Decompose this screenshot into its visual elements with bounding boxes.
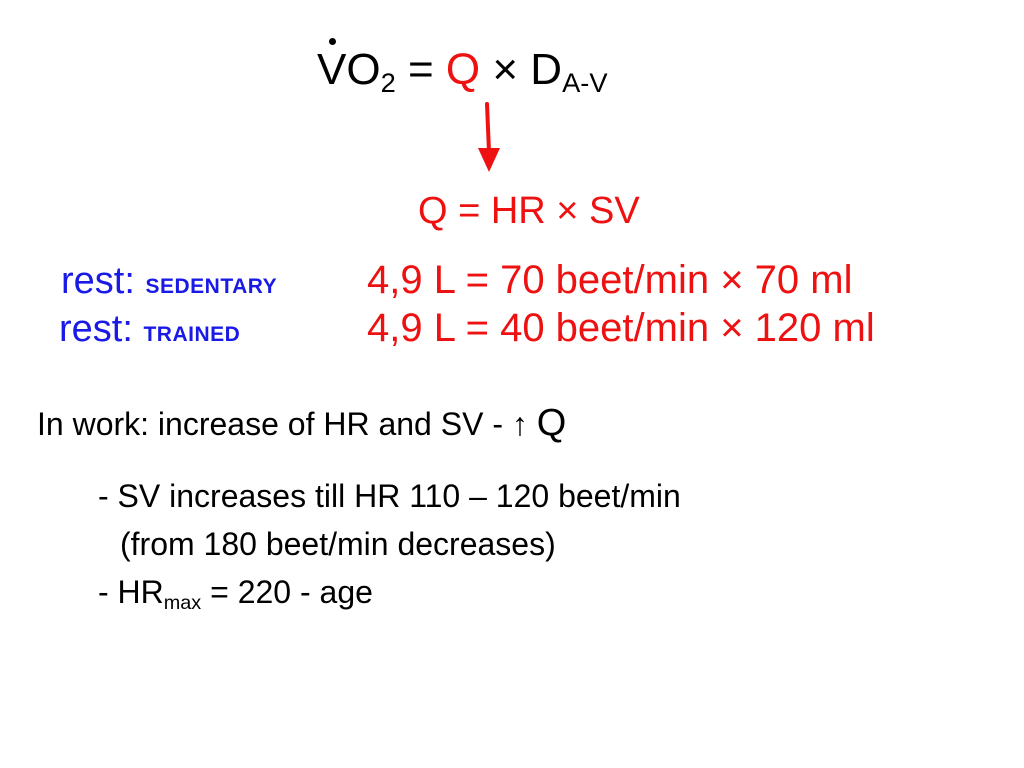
formula-sub-2: 2 (380, 66, 396, 98)
cardiac-output-equation: Q = HR × SV (418, 190, 640, 232)
rest-trained-label: rest: TRAINED (59, 308, 241, 350)
trained-equation: 4,9 L = 40 beet/min × 120 ml (367, 306, 875, 350)
bullet-sv-decrease: (from 180 beet/min decreases) (120, 526, 556, 562)
work-q: Q (536, 402, 567, 444)
formula-equals: = (395, 45, 446, 94)
dot-accent (329, 38, 337, 46)
rest-sedentary-label: rest: SEDENTARY (61, 260, 278, 302)
v-dot-symbol: V (317, 38, 346, 92)
formula-times-d: × D (480, 45, 563, 94)
formula-o: O (346, 45, 381, 94)
bullet-sv-increase: - SV increases till HR 110 – 120 beet/mi… (98, 478, 681, 514)
vo2-formula: V O2 = Q × DA-V (317, 38, 608, 96)
work-statement: In work: increase of HR and SV - ↑ Q (37, 402, 567, 444)
formula-q: Q (445, 45, 481, 94)
bullet-hrmax: - HRmax = 220 - age (98, 574, 373, 614)
sedentary-label: SEDENTARY (145, 275, 278, 298)
sedentary-equation: 4,9 L = 70 beet/min × 70 ml (367, 258, 853, 302)
trained-label: TRAINED (143, 323, 241, 346)
hrmax-sub: max (163, 591, 202, 614)
formula-sub-av: A-V (562, 66, 608, 98)
down-arrow-icon (478, 102, 500, 172)
